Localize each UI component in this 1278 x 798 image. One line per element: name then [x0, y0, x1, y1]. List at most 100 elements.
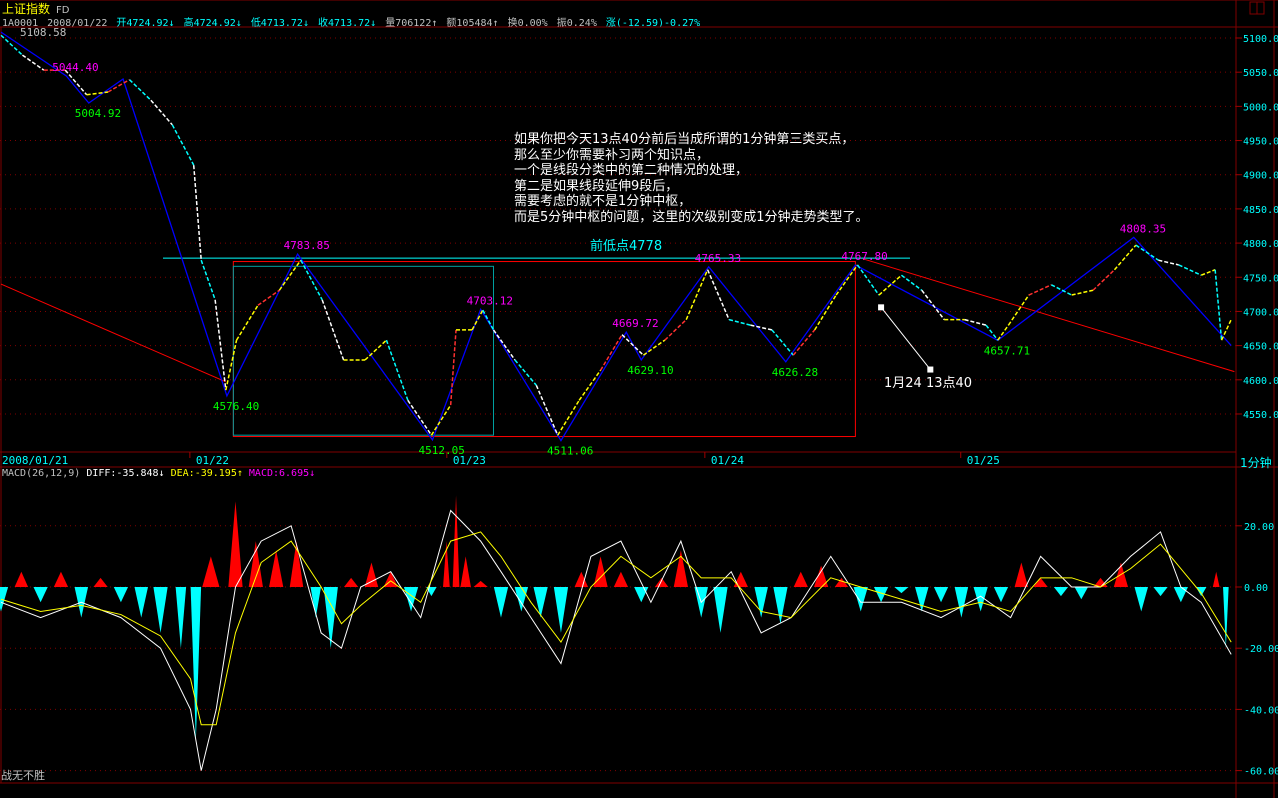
extreme-label: 5004.92: [75, 107, 121, 120]
extreme-label: 4657.71: [984, 344, 1030, 357]
grid: [0, 37, 1236, 415]
price-segment: [878, 274, 902, 296]
macd-bar: [993, 587, 1009, 603]
note-line: 那么至少你需要补习两个知识点，: [514, 147, 710, 163]
extreme-label: 4512.05: [418, 444, 464, 457]
dea-line: [0, 531, 1232, 726]
macd-bar: [134, 587, 149, 618]
macd-bar: [1014, 562, 1029, 587]
y-tick-label: 4700.0: [1243, 307, 1278, 318]
price-segment: [1028, 284, 1052, 296]
macd-y-tick-label: -20.00: [1244, 644, 1278, 655]
quote-info-bar: 1A0001 2008/01/22 开4724.92↓ 高4724.92↓ 低4…: [2, 14, 703, 29]
price-segment: [1071, 289, 1094, 296]
price-segment: [150, 99, 173, 126]
extreme-label: 4669.72: [612, 317, 658, 330]
price-segment: [471, 309, 484, 331]
price-line: [0, 34, 1232, 436]
macd-y-tick-label: -60.00: [1244, 767, 1278, 778]
price-segment: [685, 269, 709, 320]
price-segment: [86, 91, 109, 96]
price-segment: [578, 369, 602, 401]
note-line: 如果你把今天13点40分前后当成所谓的1分钟第三类买点，: [514, 132, 855, 147]
price-segment: [171, 124, 195, 166]
macd-bar: [733, 571, 748, 587]
macd-bar: [1134, 587, 1149, 612]
macd-bar: [1153, 587, 1168, 597]
macd-bar: [713, 587, 728, 633]
macd-bar: [443, 541, 450, 587]
price-labels: 5108.58 5044.40 5004.92 4576.40 4783.85 4512.…: [20, 26, 1166, 458]
macd-bar: [574, 571, 589, 587]
macd-header: MACD(26,12,9) DIFF:-35.848↓ DEA:-39.195↑…: [2, 468, 315, 479]
macd-value: MACD:6.695↓: [248, 468, 316, 479]
price-segment: [1135, 244, 1159, 261]
extreme-label: 4765.33: [695, 252, 741, 265]
volume: 量706122↑: [385, 18, 438, 29]
macd-bar: [153, 587, 168, 633]
price-segment: [599, 334, 623, 371]
macd-bar: [289, 541, 304, 587]
price-segment: [792, 329, 816, 356]
price-segment: [985, 324, 999, 341]
macd-bar: [460, 556, 471, 587]
extreme-label: 4576.40: [213, 400, 259, 413]
note-line: 一个是线段分类中的第二种情况的处理，: [514, 163, 749, 178]
price-segment: [514, 359, 537, 386]
macd-bar: [33, 587, 48, 603]
open: 开4724.92↓: [116, 18, 175, 29]
macd-y-tick-label: 0.00: [1244, 583, 1268, 594]
close: 收4713.72↓: [318, 18, 377, 29]
high: 高4724.92↓: [183, 18, 242, 29]
macd-bar: [323, 587, 338, 649]
macd-bar: [613, 571, 629, 587]
extreme-label: 4629.10: [627, 364, 673, 377]
price-segment: [835, 264, 859, 296]
change: 涨(-12.59)-0.27%: [605, 18, 701, 29]
macd-bar: [915, 587, 929, 612]
price-segment: [321, 299, 345, 361]
y-tick-label: 5050.0: [1243, 68, 1278, 79]
price-segment: [364, 339, 387, 361]
price-segment: [997, 324, 1010, 341]
macd-y-tick-label: -40.00: [1244, 705, 1278, 716]
note-line: 而是5分钟中枢的问题，这里的次级别变成1分钟走势类型了。: [514, 209, 869, 225]
x-tick-label: 2008/01/21: [2, 454, 68, 467]
price-segment: [856, 264, 880, 296]
macd-bar: [514, 587, 529, 612]
period-selector[interactable]: 1分钟: [1240, 456, 1272, 470]
index-name: 上证指数: [2, 2, 51, 16]
price-segment: [449, 329, 457, 406]
macd-bar: [113, 587, 129, 603]
extreme-label: 4767.80: [841, 250, 887, 263]
macd-bar: [452, 495, 460, 587]
low: 低4713.72↓: [250, 18, 309, 29]
turnover: 换0.00%: [507, 18, 548, 29]
macd-bar: [310, 587, 322, 618]
amplitude: 振0.24%: [556, 18, 597, 29]
macd-y-tick-label: 20.00: [1244, 522, 1274, 533]
price-segment: [642, 339, 666, 356]
annotation-note: 如果你把今天13点40分前后当成所谓的1分钟第三类买点， 那么至少你需要补习两个知…: [514, 132, 869, 225]
macd-bar: [493, 587, 509, 618]
price-segment: [1200, 269, 1216, 276]
macd-bar: [793, 571, 808, 587]
arrow-line: [880, 307, 931, 370]
index-suffix: FD: [56, 5, 70, 16]
extreme-label: 4626.28: [772, 366, 818, 379]
price-segment: [1113, 244, 1137, 271]
price-segment: [257, 289, 280, 306]
macd-bar: [773, 587, 788, 624]
price-segment: [407, 399, 433, 436]
macd-panel: 20.00 0.00 -20.00 -40.00 -60.00: [0, 495, 1278, 778]
price-segment: [1092, 269, 1116, 291]
price-segment: [430, 404, 452, 436]
macd-bar: [1212, 571, 1220, 587]
macd-bar: [954, 587, 969, 618]
price-segment: [1178, 264, 1202, 276]
axes: 5100.0 5050.0 5000.0 4950.0 4900.0 4850.0 4800…: [2, 34, 1278, 467]
x-tick-label: 01/24: [711, 454, 744, 467]
y-tick-label: 4850.0: [1243, 205, 1278, 216]
price-segment: [107, 79, 130, 93]
